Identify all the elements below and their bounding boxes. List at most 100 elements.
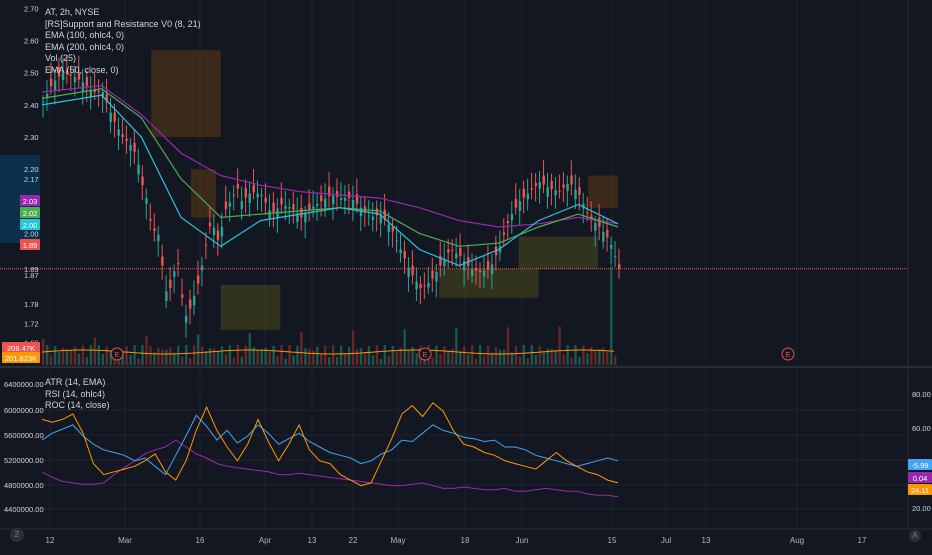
volume-bar	[510, 352, 514, 365]
ema50-line	[41, 94, 619, 267]
candle-body	[141, 176, 144, 186]
candle-body	[260, 194, 263, 196]
volume-bar	[173, 352, 176, 365]
candle-body	[133, 143, 136, 152]
volume-bar	[61, 347, 65, 365]
volume-bar	[538, 346, 541, 365]
candle-body	[558, 190, 561, 192]
candle-body	[550, 180, 553, 190]
candle-body	[351, 200, 355, 209]
candle-body	[161, 256, 164, 266]
right-tick-label: 60.00	[912, 424, 931, 433]
earnings-marker-label: E	[786, 352, 791, 359]
candle-body	[149, 218, 152, 221]
volume-bar	[355, 349, 359, 365]
legend-roc[interactable]: ROC (14, close)	[45, 400, 110, 410]
volume-bar	[300, 331, 303, 365]
volume-bar	[133, 345, 136, 365]
candle-body	[77, 71, 81, 80]
legend-atr[interactable]: ATR (14, EMA)	[45, 377, 106, 387]
candle-body	[546, 187, 549, 197]
volume-bar	[216, 351, 220, 365]
volume-bar	[264, 347, 267, 365]
volume-bar	[81, 345, 85, 365]
volume-bar	[236, 345, 240, 365]
auto-scale-icon[interactable]: A	[909, 530, 921, 542]
volume-bar	[129, 354, 132, 365]
candle-body	[411, 265, 414, 276]
volume-bar	[93, 337, 97, 365]
series-line	[41, 402, 619, 487]
volume-bar	[383, 345, 387, 365]
volume-bar	[494, 347, 498, 365]
candle-body	[435, 272, 438, 282]
candle-body	[204, 244, 208, 246]
volume-bar	[53, 346, 57, 365]
x-tick-label: 13	[702, 536, 711, 545]
candle-body	[145, 198, 148, 204]
value-tag-bg	[908, 472, 932, 483]
volume-bar	[614, 355, 617, 365]
volume-bar	[411, 347, 414, 365]
volume-bar	[554, 350, 557, 365]
candle-body	[451, 249, 454, 251]
resistance-band	[151, 50, 221, 137]
volume-bar	[188, 358, 192, 365]
candle-body	[502, 232, 506, 235]
price-tag-bg	[20, 219, 40, 230]
candle-body	[125, 138, 128, 141]
x-tick-label: 17	[858, 536, 867, 545]
volume-bar	[486, 345, 490, 365]
legend-ema200[interactable]: EMA (200, ohlc4, 0)	[45, 41, 125, 52]
legend-symbol[interactable]: AT, 2h, NYSE	[45, 7, 100, 17]
legend-volume[interactable]: Vol (25)	[45, 53, 77, 63]
candle-body	[347, 191, 351, 199]
volume-bar	[387, 355, 390, 365]
left-tick-label: 5600000.00	[4, 431, 44, 440]
candle-body	[280, 197, 283, 205]
candle-body	[474, 267, 478, 271]
candle-body	[220, 227, 224, 237]
volume-bar	[331, 345, 335, 365]
price-tag: 2.02	[23, 209, 38, 218]
legend-ema50[interactable]: EMA (50, close, 0)	[45, 64, 119, 75]
candle-body	[594, 223, 597, 231]
volume-bar	[192, 345, 196, 365]
volume-bar	[141, 345, 144, 365]
volume-tag-bg	[2, 342, 40, 353]
candle-body	[566, 183, 569, 191]
candle-body	[49, 78, 53, 87]
candle-body	[419, 284, 422, 289]
candle-body	[514, 198, 518, 208]
volume-bar	[371, 355, 375, 365]
legend-ema100[interactable]: EMA (100, ohlc4, 0)	[45, 30, 125, 40]
volume-bar	[328, 357, 331, 365]
candle-body	[614, 255, 617, 257]
volume-bar	[506, 327, 510, 365]
volume-bar	[97, 345, 101, 365]
y-tick-label: 1.72	[24, 319, 39, 328]
volume-bar	[308, 348, 311, 365]
candle-body	[590, 215, 593, 220]
candle-body	[459, 247, 462, 256]
price-tag: 1.89	[23, 241, 38, 250]
volume-bar	[606, 352, 609, 365]
candle-body	[574, 189, 577, 200]
candle-body	[395, 240, 398, 242]
volume-bar	[77, 353, 81, 365]
support-band	[220, 284, 281, 330]
earnings-marker-label: E	[115, 352, 120, 359]
candle-body	[498, 246, 502, 253]
legend-rsi[interactable]: RSI (14, ohlc4)	[45, 388, 106, 399]
price-tag-bg	[20, 239, 40, 250]
candle-body	[304, 213, 307, 223]
y-tick-label: 2.30	[24, 133, 39, 142]
earnings-marker	[781, 347, 795, 361]
candle-body	[331, 195, 335, 205]
earnings-marker-label: E	[423, 352, 428, 359]
volume-tag: 201.823K	[5, 354, 37, 363]
candle-body	[486, 260, 490, 270]
timezone-icon[interactable]: Z	[10, 528, 24, 542]
legend-sr-indicator[interactable]: [RS]Support and Resistance V0 (8, 21)	[45, 18, 201, 29]
